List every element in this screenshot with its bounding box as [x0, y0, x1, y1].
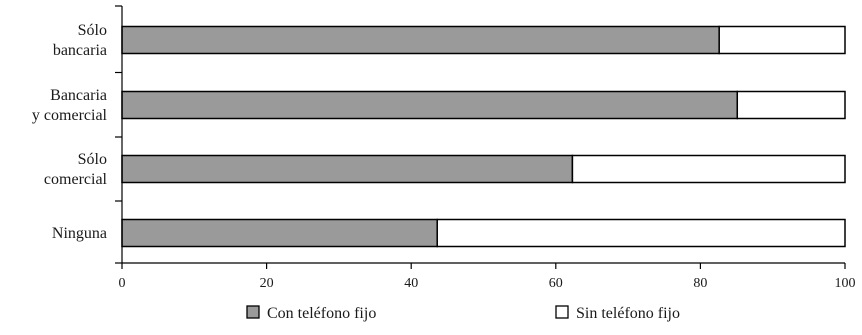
x-tick-label-0: 0	[119, 276, 126, 291]
bar-segment-sin-telefono-3	[436, 218, 846, 248]
category-label-0-line-1: bancaria	[53, 42, 107, 59]
category-label-2-line-0: Sólo	[78, 151, 107, 168]
x-tick-label-4: 80	[693, 276, 707, 291]
bar-segment-con-telefono-0	[121, 25, 720, 55]
x-tick-label-1: 20	[260, 276, 274, 291]
bar-segment-sin-telefono-2	[571, 154, 846, 184]
bar-segment-con-telefono-2	[121, 154, 574, 184]
x-axis: 0 20 40 60 80 100	[119, 262, 856, 291]
legend-label-con-telefono: Con teléfono fijo	[267, 305, 376, 322]
legend: Con teléfono fijo Sin teléfono fijo	[246, 305, 680, 322]
bar-segment-con-telefono-3	[121, 218, 438, 248]
legend-swatch-con-telefono	[246, 305, 260, 319]
bar-segment-sin-telefono-1	[736, 90, 846, 120]
bar-segment-sin-telefono-0	[718, 25, 846, 55]
category-label-0-line-0: Sólo	[78, 22, 107, 39]
bars-group	[121, 25, 846, 248]
x-tick-label-3: 60	[549, 276, 563, 291]
category-label-2-line-1: comercial	[44, 171, 108, 188]
category-label-1-line-1: y comercial	[32, 107, 108, 124]
y-axis: Sólo bancaria Bancaria y comercial Sólo comer…	[32, 5, 123, 264]
category-label-1-line-0: Bancaria	[50, 87, 107, 104]
category-label-3-line-0: Ninguna	[52, 225, 107, 242]
x-tick-label-2: 40	[404, 276, 418, 291]
x-tick-label-5: 100	[835, 276, 856, 291]
legend-label-sin-telefono: Sin teléfono fijo	[576, 305, 680, 322]
bar-segment-con-telefono-1	[121, 90, 739, 120]
legend-swatch-sin-telefono	[555, 305, 569, 319]
